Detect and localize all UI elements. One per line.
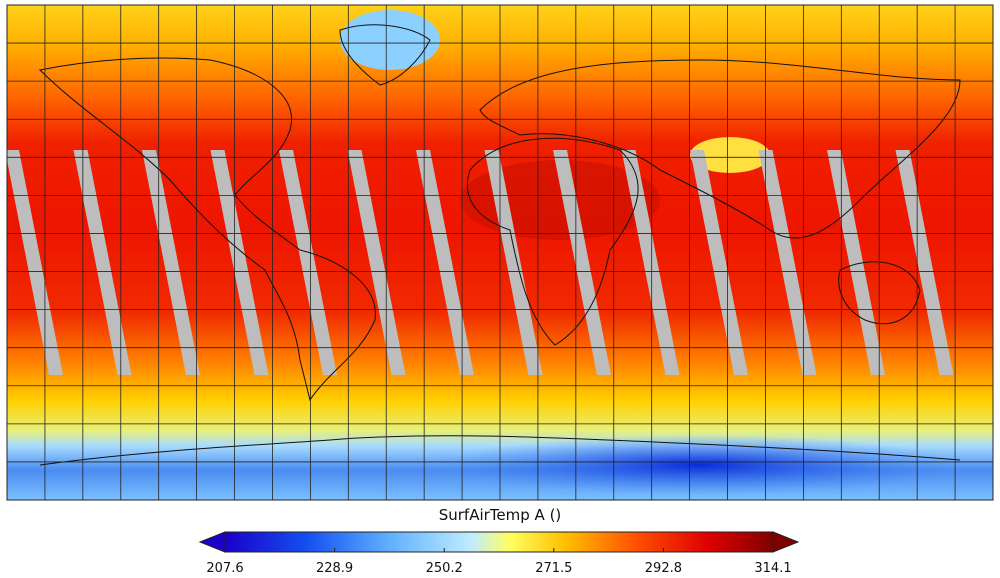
swath	[347, 150, 406, 375]
swath	[895, 150, 954, 375]
colorbar-tick-label: 271.5	[535, 561, 572, 576]
colorbar	[198, 531, 800, 553]
swath	[73, 150, 132, 375]
swath	[690, 150, 748, 375]
colorbar-tick-label: 314.1	[754, 561, 791, 576]
graticule	[7, 5, 993, 500]
swath	[621, 150, 680, 375]
swath	[416, 150, 474, 375]
swath	[484, 150, 543, 375]
colorbar-title: SurfAirTemp A ()	[439, 506, 562, 524]
colorbar-tick-label: 228.9	[316, 561, 353, 576]
greenland-cold	[340, 10, 440, 70]
colorbar-tick-label: 207.6	[206, 561, 243, 576]
colorbar-tick-label: 292.8	[645, 561, 682, 576]
map-area	[7, 5, 993, 500]
swath	[279, 150, 337, 375]
map-frame	[6, 4, 994, 501]
swath	[210, 150, 269, 375]
swath	[7, 150, 63, 375]
colorbar-under	[198, 531, 226, 553]
colorbar-ticks: 207.6 228.9 250.2 271.5 292.8 314.1	[206, 548, 792, 576]
colorbar-over	[772, 531, 800, 553]
swath	[553, 150, 611, 375]
colorbar-bar	[224, 531, 774, 553]
colorbar-tick-label: 250.2	[426, 561, 463, 576]
antarctic-cold	[440, 435, 960, 495]
missing-swaths	[7, 150, 954, 375]
swath	[758, 150, 817, 375]
swath	[142, 150, 200, 375]
tibet-cool	[690, 137, 770, 173]
